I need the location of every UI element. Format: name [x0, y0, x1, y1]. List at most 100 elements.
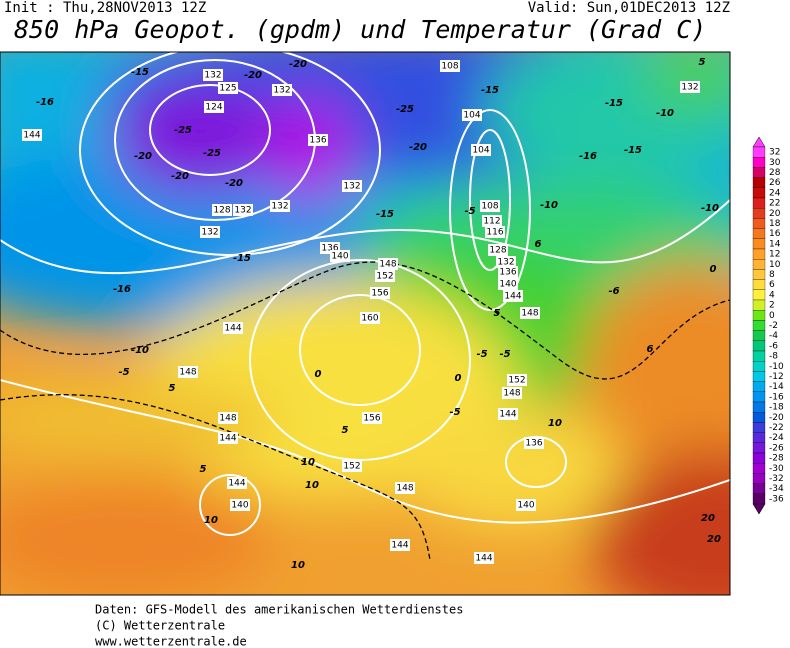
geopotential-label: 136 — [321, 244, 338, 254]
geopotential-contours — [0, 52, 730, 536]
geopotential-label: 160 — [361, 314, 378, 324]
geopotential-label: 104 — [463, 111, 480, 121]
temperature-label: -5 — [476, 349, 487, 360]
geopotential-label-box — [498, 278, 518, 290]
geopotential-label-box — [203, 69, 223, 81]
geopotential-label-box — [482, 215, 502, 227]
scale-label: 6 — [769, 280, 775, 290]
scale-cell — [752, 320, 766, 331]
geopotential-label-box — [233, 204, 253, 216]
temperature-label: -20 — [289, 59, 307, 70]
temperature-label: -20 — [134, 151, 152, 162]
geopotential-label: 144 — [475, 554, 492, 564]
geopotential-label: 104 — [472, 146, 489, 156]
geopotential-label-box — [516, 499, 536, 511]
temperature-field — [0, 52, 730, 595]
temperature-label: -16 — [579, 151, 597, 162]
geopotential-label: 148 — [521, 309, 538, 319]
geopotential-label: 144 — [228, 479, 245, 489]
temperature-label: -15 — [233, 253, 251, 264]
footer-line: (C) Wetterzentrale — [95, 619, 225, 633]
temperature-label: 0 — [455, 373, 462, 384]
geopotential-label: 140 — [517, 501, 534, 511]
geopotential-label: 144 — [391, 541, 408, 551]
scale-label: 0 — [769, 311, 775, 321]
geopotential-label-box — [22, 129, 42, 141]
geopotential-label-box — [474, 552, 494, 564]
scale-cell — [752, 473, 766, 484]
geopotential-label-box — [308, 134, 328, 146]
temperature-label: 5 — [169, 383, 176, 394]
scale-label: 12 — [769, 250, 780, 260]
geopotential-label-box — [462, 109, 482, 121]
scale-cell — [752, 350, 766, 362]
geopotential-label: 152 — [376, 272, 393, 282]
scale-cell — [752, 279, 766, 290]
scale-label: -22 — [769, 423, 784, 433]
geopotential-label-box — [498, 408, 518, 420]
geopotential-label-box — [360, 312, 380, 324]
geopotential-label: 144 — [504, 292, 521, 302]
geopotential-label: 116 — [486, 228, 503, 238]
temperature-label: -5 — [499, 349, 510, 360]
geopotential-label-box — [520, 307, 540, 319]
temperature-label: 6 — [647, 344, 654, 355]
geopotential-label-box — [507, 374, 527, 386]
geopotential-label: 132 — [204, 71, 221, 81]
geopotential-label: 148 — [219, 414, 236, 424]
geopotential-label: 125 — [219, 84, 236, 94]
geopotential-label-box — [378, 258, 398, 270]
scale-cell — [752, 340, 766, 352]
scale-cell — [752, 218, 766, 229]
temperature-label: -16 — [113, 284, 131, 295]
scale-cell — [752, 167, 766, 178]
scale-cell — [752, 157, 766, 168]
scale-cell — [752, 381, 766, 392]
temperature-label: 0 — [315, 369, 322, 380]
scale-label: -4 — [769, 331, 778, 341]
temperature-label: 5 — [699, 57, 706, 68]
temperature-label: -5 — [118, 367, 129, 378]
temperature-label: -20 — [171, 171, 189, 182]
geopotential-label: 132 — [343, 182, 360, 192]
geopotential-label-box — [395, 482, 415, 494]
temperature-label: -15 — [481, 85, 499, 96]
map-title: 850 hPa Geopot. (gpdm) und Temperatur (G… — [14, 15, 706, 44]
scale-cell — [752, 432, 766, 443]
temperature-label: 20 — [701, 513, 715, 524]
geopotential-label: 128 — [489, 246, 506, 256]
geopotential-label-box — [218, 432, 238, 444]
valid-time: Valid: Sun,01DEC2013 12Z — [528, 0, 730, 16]
scale-cell — [752, 493, 766, 505]
temperature-label: -10 — [540, 200, 558, 211]
geopotential-label-box — [200, 226, 220, 238]
geopotential-label: 108 — [481, 202, 498, 212]
scale-label: -2 — [769, 321, 778, 331]
scale-label: 30 — [769, 158, 781, 168]
temperature-label: -5 — [464, 206, 475, 217]
scale-cell — [752, 177, 766, 188]
scale-cell — [752, 330, 766, 341]
temperature-isotherms — [0, 261, 730, 561]
temperature-label: -20 — [409, 142, 427, 153]
geopotential-label-box — [370, 287, 390, 299]
geopotential-label: 132 — [273, 86, 290, 96]
temperature-label: -15 — [605, 98, 623, 109]
geopotential-label-box — [496, 256, 516, 268]
scale-label: 4 — [769, 290, 775, 300]
temperature-label: -25 — [203, 148, 221, 159]
geopotential-label: 140 — [331, 252, 348, 262]
scale-cell — [752, 361, 766, 372]
geopotential-label: 144 — [219, 434, 236, 444]
geopotential-label-box — [680, 81, 700, 93]
geopotential-label: 132 — [234, 206, 251, 216]
geopotential-label: 136 — [309, 136, 326, 146]
scale-label: -8 — [769, 352, 778, 362]
scale-label: -32 — [769, 474, 784, 484]
temperature-label: -25 — [174, 125, 192, 136]
scale-label: -24 — [769, 433, 784, 443]
temperature-label: 10 — [305, 480, 319, 491]
geopotential-label: 156 — [363, 414, 380, 424]
